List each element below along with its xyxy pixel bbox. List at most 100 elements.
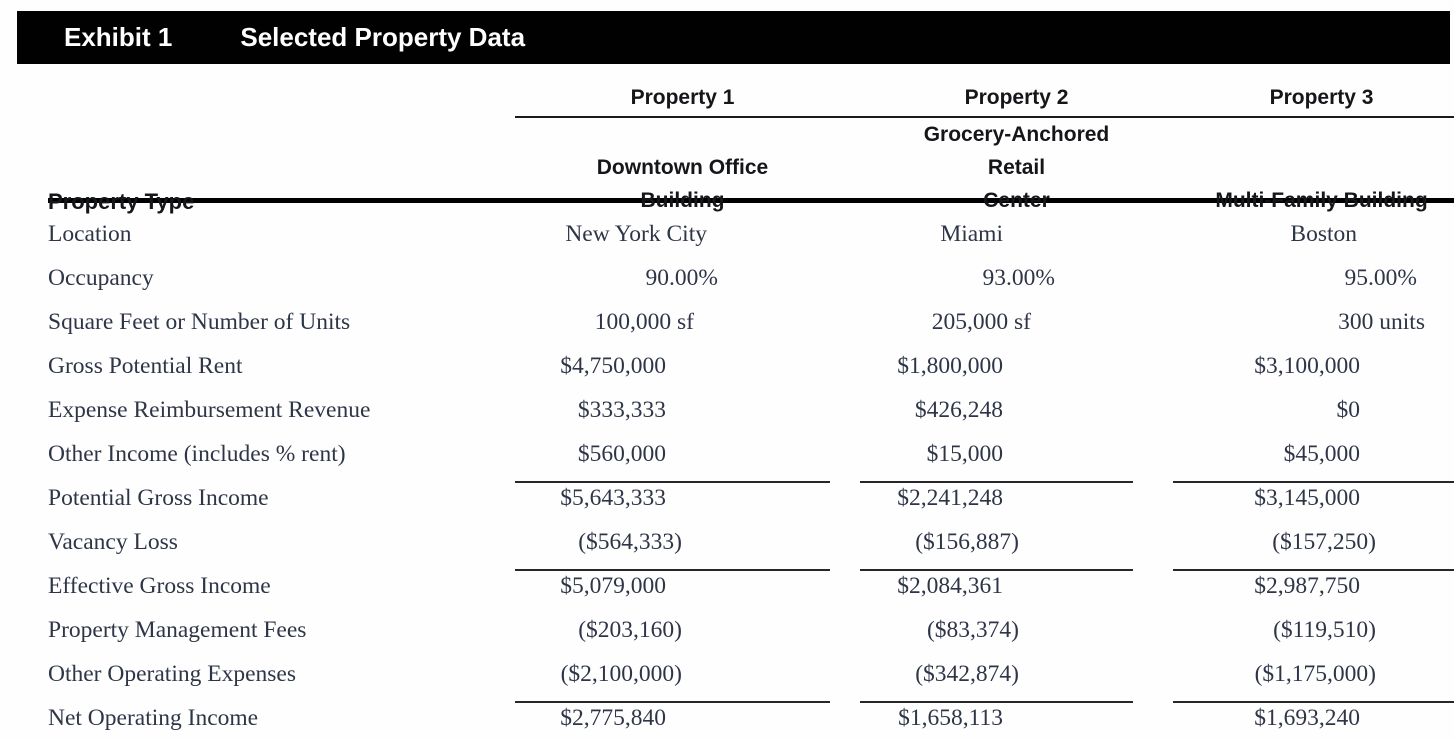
cell-property-3: $3,100,000: [1254, 353, 1360, 379]
column-gap: [1133, 520, 1173, 564]
property-data-table: Property 1 Property 2 Property 3 Propert…: [48, 78, 1454, 740]
exhibit-banner: Exhibit 1 Selected Property Data: [17, 11, 1450, 64]
column-gap: [1133, 432, 1173, 476]
cell-property-3: ($119,510): [1273, 617, 1376, 643]
row-label: Vacancy Loss: [48, 529, 178, 555]
table-row: Other Operating Expenses ($2,100,000) ($34…: [48, 652, 1454, 703]
column-gap: [830, 608, 860, 652]
cell-property-3: ($157,250): [1173, 520, 1454, 571]
cell-property-2: ($156,887): [860, 520, 1133, 571]
table-row: Vacancy Loss ($564,333) ($156,887) ($157,25…: [48, 520, 1454, 571]
row-label: Potential Gross Income: [48, 485, 269, 511]
cell-property-1: $560,000: [515, 432, 830, 483]
exhibit-title: Selected Property Data: [240, 22, 526, 52]
table-top-rule: [48, 198, 1454, 203]
column-gap: [830, 520, 860, 564]
cell-property-3: $45,000: [1173, 432, 1454, 483]
cell-property-3: $3,145,000: [1254, 485, 1360, 511]
subheader-property-2: Grocery-Anchored Retail Center: [860, 118, 1133, 217]
header-rule: [515, 116, 1454, 118]
column-header-row: Property 1 Property 2 Property 3: [48, 78, 1454, 116]
column-gap: [830, 696, 860, 740]
cell-property-3: ($1,175,000): [1173, 652, 1454, 703]
cell-property-2: 93.00%: [982, 265, 1055, 291]
subheader-property-1: Downtown Office Building: [515, 151, 830, 217]
table-row: Other Income (includes % rent) $560,000 $1…: [48, 432, 1454, 483]
cell-property-2: ($342,874): [860, 652, 1133, 703]
column-gap: [830, 300, 860, 344]
column-header-property-2: Property 2: [964, 85, 1069, 109]
table-row: Location New York City Miami Boston: [48, 212, 1454, 256]
row-label: Net Operating Income: [48, 705, 259, 731]
cell-property-3: $0: [1336, 397, 1361, 423]
cell-property-1: $4,750,000: [560, 353, 666, 379]
column-gap: [830, 256, 860, 300]
column-header-property-1: Property 1: [630, 85, 735, 109]
column-gap: [830, 388, 860, 432]
cell-property-1: New York City: [565, 221, 707, 247]
row-label: Square Feet or Number of Units: [48, 309, 351, 335]
cell-property-3: $1,693,240: [1254, 705, 1360, 731]
cell-property-1: 90.00%: [645, 265, 718, 291]
cell-property-3: $2,987,750: [1254, 573, 1360, 599]
table-row: Expense Reimbursement Revenue $333,333 $42…: [48, 388, 1454, 432]
cell-property-3: Boston: [1290, 221, 1357, 247]
table-row: Property Management Fees ($203,160) ($83,3…: [48, 608, 1454, 652]
cell-property-2: $2,241,248: [897, 485, 1003, 511]
column-gap: [1133, 212, 1173, 256]
column-gap: [1133, 300, 1173, 344]
row-label: Property Management Fees: [48, 617, 307, 643]
table-row: Square Feet or Number of Units 100,000 sf…: [48, 300, 1454, 344]
row-label: Other Income (includes % rent): [48, 441, 346, 467]
subheader-line: Downtown Office: [596, 156, 769, 179]
table-body: Location New York City Miami Boston Occupanc…: [48, 203, 1454, 740]
column-gap: [830, 432, 860, 476]
cell-property-2: $1,800,000: [897, 353, 1003, 379]
cell-property-1: ($564,333): [515, 520, 830, 571]
subheader-line: Multi-Family Building: [1215, 189, 1428, 212]
row-label: Expense Reimbursement Revenue: [48, 397, 371, 423]
column-gap: [830, 476, 860, 520]
subheader-line: Grocery-Anchored Retail: [923, 123, 1110, 179]
row-label: Location: [48, 221, 132, 247]
row-label: Occupancy: [48, 265, 154, 291]
subheader-line: Center: [983, 189, 1050, 212]
row-label: Gross Potential Rent: [48, 353, 243, 379]
column-gap: [1133, 476, 1173, 520]
subheader-line: Building: [640, 189, 725, 212]
cell-property-2: $15,000: [860, 432, 1133, 483]
subheader-property-3: Multi-Family Building: [1173, 184, 1454, 217]
cell-property-1: $2,775,840: [560, 705, 666, 731]
column-gap: [830, 344, 860, 388]
column-gap: [1133, 344, 1173, 388]
cell-property-2: ($83,374): [926, 617, 1019, 643]
column-gap: [1133, 696, 1173, 740]
cell-property-2: 205,000 sf: [931, 309, 1031, 335]
corner-header: Property Type: [48, 189, 195, 214]
cell-property-2: Miami: [940, 221, 1003, 247]
table-row: Net Operating Income $2,775,840 $1,658,113…: [48, 696, 1454, 740]
column-gap: [1133, 256, 1173, 300]
cell-property-1: $333,333: [577, 397, 666, 423]
column-header-property-3: Property 3: [1269, 85, 1374, 109]
subheader-row: Property Type Downtown Office Building G…: [48, 118, 1454, 214]
column-gap: [1133, 564, 1173, 608]
cell-property-1: ($2,100,000): [515, 652, 830, 703]
cell-property-1: $5,079,000: [560, 573, 666, 599]
column-gap: [830, 564, 860, 608]
column-gap: [1133, 388, 1173, 432]
cell-property-1: ($203,160): [578, 617, 682, 643]
table-row: Gross Potential Rent $4,750,000 $1,800,000…: [48, 344, 1454, 388]
table-row: Potential Gross Income $5,643,333 $2,241,2…: [48, 476, 1454, 520]
column-gap: [1133, 652, 1173, 696]
cell-property-3: 95.00%: [1344, 265, 1417, 291]
cell-property-2: $1,658,113: [898, 705, 1003, 731]
cell-property-3: 300 units: [1338, 309, 1425, 335]
cell-property-1: $5,643,333: [560, 485, 666, 511]
cell-property-2: $426,248: [914, 397, 1003, 423]
table-row: Occupancy 90.00% 93.00% 95.00%: [48, 256, 1454, 300]
column-gap: [830, 212, 860, 256]
column-gap: [830, 652, 860, 696]
row-label: Effective Gross Income: [48, 573, 271, 599]
